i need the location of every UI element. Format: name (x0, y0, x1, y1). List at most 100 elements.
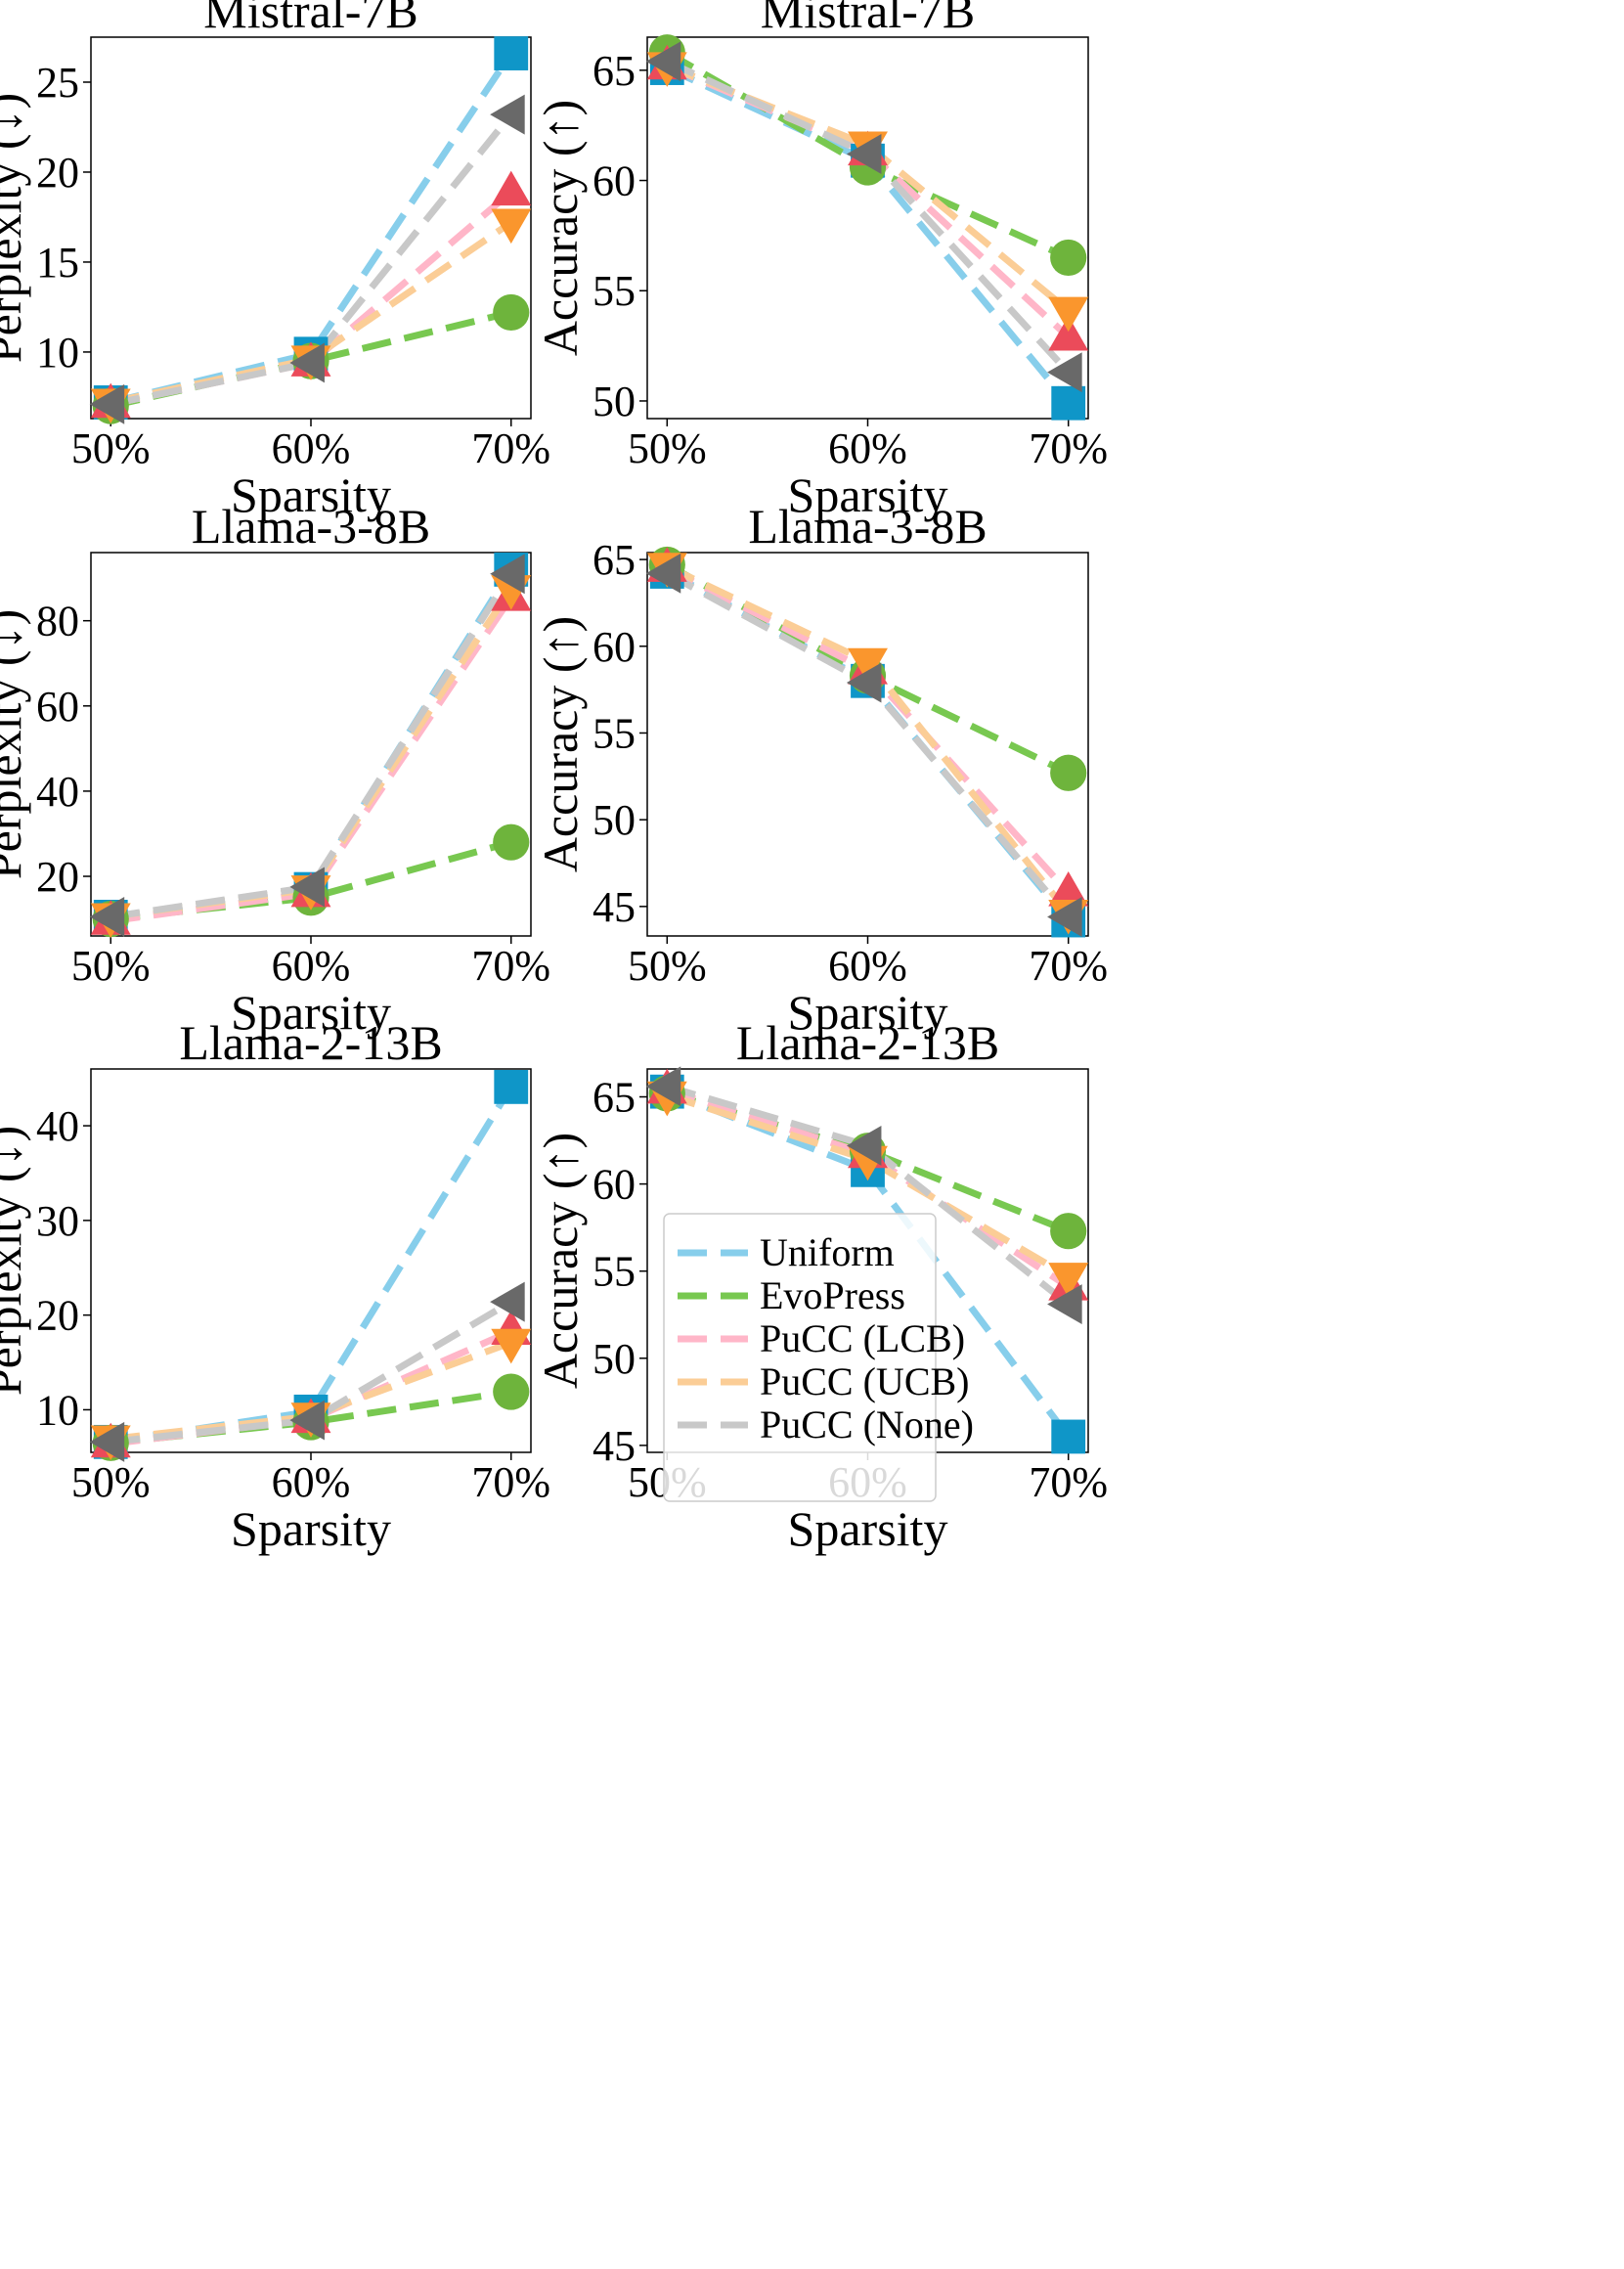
y-tick-label: 65 (593, 536, 636, 584)
y-tick-label: 60 (593, 157, 636, 205)
x-axis-label: Sparsity (231, 467, 391, 522)
data-point-uniform-70 (494, 36, 529, 70)
data-point-pucc-none-70 (1047, 1284, 1082, 1325)
x-tick-label: 70% (471, 424, 550, 472)
x-tick-label: 50% (628, 942, 707, 990)
y-tick-label: 50 (593, 796, 636, 844)
x-axis-label: Sparsity (788, 985, 948, 1040)
legend-label-pucc-ucb: PuCC (UCB) (760, 1359, 970, 1403)
data-point-pucc-none-70 (490, 554, 525, 595)
data-point-pucc-none-50 (645, 1066, 681, 1107)
y-tick-label: 20 (36, 149, 79, 197)
x-tick-label: 70% (1029, 942, 1108, 990)
y-tick-label: 10 (36, 329, 79, 377)
y-tick-label: 65 (593, 47, 636, 95)
legend-label-uniform: Uniform (760, 1230, 895, 1274)
data-point-pucc-ucb-70 (1048, 1263, 1089, 1298)
chart-middle-right: Llama-3-8B 50% 60% 70% 45 50 55 60 65 Sparsity Acc… (533, 499, 1108, 1040)
chart-title: Llama-3-8B (192, 499, 430, 554)
series-line-pucc-ucb (666, 63, 1071, 314)
series-line-uniform (110, 1085, 514, 1446)
data-point-uniform-70 (1051, 385, 1086, 421)
chart-title: Mistral-7B (203, 0, 417, 38)
y-tick-label: 50 (593, 378, 636, 425)
x-axis-label: Sparsity (788, 467, 948, 522)
x-tick-label: 60% (272, 424, 351, 472)
legend-box (663, 1213, 937, 1502)
y-tick-label: 80 (36, 598, 79, 645)
data-point-evopress-70 (1050, 1213, 1087, 1250)
y-tick-label: 10 (36, 1386, 79, 1434)
data-point-pucc-none-60 (846, 1125, 882, 1166)
series-line-pucc-none (110, 571, 514, 920)
data-point-pucc-none-50 (89, 1421, 125, 1462)
series-line-pucc-ucb (110, 587, 514, 920)
series-line-pucc-none (665, 570, 1072, 919)
series-line-uniform (110, 567, 514, 920)
y-tick-label: 20 (36, 1292, 79, 1340)
data-point-evopress-70 (493, 293, 530, 332)
x-tick-label: 50% (628, 424, 707, 472)
x-tick-label: 70% (1029, 1458, 1108, 1506)
y-axis-label: Accuracy (↑) (533, 1133, 588, 1389)
y-axis-label: Perplexity (↓) (0, 609, 31, 879)
x-tick-label: 50% (71, 942, 151, 990)
y-tick-label: 65 (593, 1074, 636, 1122)
data-point-pucc-none-70 (1047, 897, 1082, 937)
data-point-pucc-ucb-70 (1048, 296, 1089, 333)
chart-title: Llama-2-13B (179, 1015, 442, 1070)
x-tick-label: 50% (71, 1458, 151, 1506)
y-tick-label: 30 (36, 1197, 79, 1245)
y-tick-label: 45 (593, 883, 636, 931)
y-tick-label: 55 (593, 1248, 636, 1296)
y-tick-label: 45 (593, 1422, 636, 1470)
data-point-pucc-lcb-70 (1048, 871, 1089, 907)
x-tick-label: 70% (471, 942, 550, 990)
legend-label-pucc-lcb: PuCC (LCB) (760, 1316, 965, 1360)
data-point-pucc-none-70 (490, 94, 525, 135)
data-point-pucc-none-50 (645, 553, 681, 594)
chart-title: Llama-2-13B (736, 1015, 999, 1070)
legend-label-pucc-none: PuCC (None) (760, 1402, 974, 1446)
chart-top-right: Mistral-7B 50% 60% 70% 50 55 60 65 Sparsity Accur… (533, 0, 1108, 522)
data-point-pucc-ucb-70 (491, 1328, 532, 1364)
data-point-evopress-70 (493, 823, 530, 861)
y-axis-label: Accuracy (↑) (533, 100, 588, 356)
y-tick-label: 40 (36, 768, 79, 816)
data-point-evopress-70 (1050, 754, 1087, 791)
data-point-pucc-none-50 (645, 41, 681, 82)
y-tick-label: 60 (593, 1161, 636, 1209)
series-line-pucc-lcb (110, 595, 514, 925)
x-axis-label: Sparsity (231, 1501, 391, 1556)
chart-bottom-left: Llama-2-13B 50% 60% 70% 10 20 30 40 Sparsity Perp… (0, 1015, 550, 1556)
series-line-pucc-lcb (665, 63, 1072, 340)
y-tick-label: 60 (36, 683, 79, 731)
y-axis-label: Perplexity (↓) (0, 1126, 31, 1396)
chart-top-left: Mistral-7B 50% 60% 70% 10 15 20 25 Sparsity Perpl… (0, 0, 550, 522)
y-tick-label: 55 (593, 267, 636, 315)
x-tick-label: 60% (828, 942, 907, 990)
data-point-pucc-none-50 (89, 383, 125, 424)
x-tick-label: 60% (272, 1458, 351, 1506)
data-point-pucc-none-70 (490, 1281, 525, 1322)
chart-title: Llama-3-8B (748, 499, 987, 554)
data-point-uniform-70 (494, 1069, 529, 1104)
series-line-uniform (665, 65, 1072, 406)
data-point-pucc-none-60 (846, 662, 882, 703)
x-tick-label: 70% (471, 1458, 550, 1506)
data-point-evopress-70 (493, 1373, 530, 1410)
y-tick-label: 40 (36, 1102, 79, 1150)
series-line-pucc-ucb (666, 1091, 1071, 1280)
y-tick-label: 55 (593, 709, 636, 757)
y-tick-label: 60 (593, 623, 636, 671)
plot-frame (646, 36, 1089, 420)
legend-label-evopress: EvoPress (760, 1273, 905, 1317)
x-tick-label: 70% (1029, 424, 1108, 472)
y-axis-label: Accuracy (↑) (533, 616, 588, 872)
y-tick-label: 25 (36, 59, 79, 107)
chart-title: Mistral-7B (761, 0, 975, 38)
data-point-pucc-lcb-70 (491, 170, 532, 206)
y-axis-label: Perplexity (↓) (0, 93, 31, 363)
